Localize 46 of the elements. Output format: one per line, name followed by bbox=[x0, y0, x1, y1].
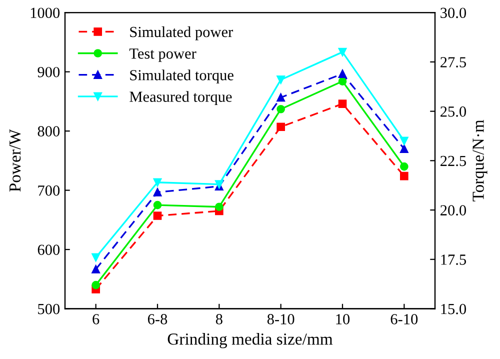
point bbox=[92, 253, 100, 262]
y-tick-label: 600 bbox=[38, 244, 60, 255]
legend-label: Simulated torque bbox=[130, 70, 234, 84]
point bbox=[338, 77, 347, 86]
y-tick-label: 700 bbox=[38, 185, 60, 196]
x-tick-label: 6 bbox=[92, 314, 100, 324]
point bbox=[153, 200, 162, 210]
y2-tick-label: 20.0 bbox=[440, 205, 466, 216]
y-axis-title: Power/W bbox=[9, 129, 21, 192]
point bbox=[276, 104, 285, 114]
point bbox=[400, 136, 408, 146]
point bbox=[276, 76, 285, 84]
legend-label: Simulated power bbox=[130, 26, 233, 40]
point bbox=[276, 122, 285, 132]
y2-tick-label: 17.5 bbox=[441, 254, 466, 265]
point bbox=[92, 265, 100, 274]
y-tick-label: 800 bbox=[38, 126, 60, 136]
legend-label: Measured torque bbox=[130, 91, 232, 106]
x-axis-title: Grinding media size/mm bbox=[168, 333, 333, 348]
point bbox=[400, 144, 408, 153]
x-tick-label: 6-10 bbox=[390, 314, 418, 324]
point bbox=[215, 202, 224, 212]
y2-tick-label: 22.5 bbox=[440, 156, 466, 166]
legend-label: Test power bbox=[129, 48, 196, 62]
x-tick-label: 8-10 bbox=[267, 314, 294, 324]
x-tick-label: 8 bbox=[216, 314, 222, 324]
y2-tick-label: 15.0 bbox=[441, 304, 466, 314]
y-tick-label: 900 bbox=[38, 66, 60, 78]
y2-axis-title: Torque/N·m bbox=[472, 120, 488, 202]
point bbox=[338, 48, 347, 56]
point bbox=[400, 162, 408, 171]
y2-tick-label: 25.0 bbox=[440, 106, 466, 117]
point bbox=[400, 172, 408, 180]
y-tick-label: 1000 bbox=[30, 8, 60, 18]
point bbox=[338, 100, 347, 108]
point bbox=[153, 212, 162, 220]
y2-tick-label: 27.5 bbox=[440, 57, 466, 68]
point bbox=[338, 70, 347, 78]
point bbox=[276, 93, 285, 102]
point bbox=[92, 280, 100, 290]
point bbox=[153, 188, 162, 196]
y2-tick-label: 30.0 bbox=[440, 8, 466, 18]
x-tick-label: 10 bbox=[336, 314, 350, 324]
y-tick-label: 500 bbox=[38, 304, 60, 314]
point bbox=[153, 178, 162, 187]
x-tick-label: 6-8 bbox=[148, 314, 168, 324]
